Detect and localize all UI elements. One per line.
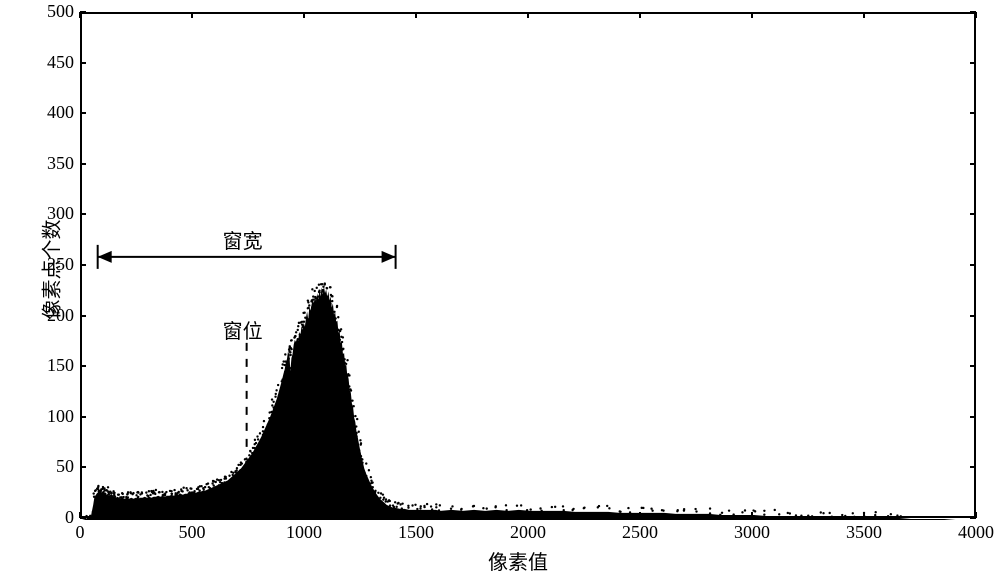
histogram-fill — [82, 286, 978, 520]
x-tick-label: 1500 — [386, 522, 446, 543]
y-tick-label: 150 — [34, 355, 74, 376]
y-tick-label: 250 — [34, 254, 74, 275]
window-level-label: 窗位 — [223, 315, 263, 344]
y-tick-label: 100 — [34, 406, 74, 427]
x-tick-label: 500 — [162, 522, 222, 543]
x-tick-label: 2500 — [610, 522, 670, 543]
x-axis-label: 像素值 — [488, 546, 548, 575]
x-tick-label: 4000 — [946, 522, 1000, 543]
x-tick-label: 0 — [50, 522, 110, 543]
plot-svg — [82, 14, 978, 520]
y-tick-label: 450 — [34, 52, 74, 73]
x-tick-label: 3000 — [722, 522, 782, 543]
x-tick-label: 2000 — [498, 522, 558, 543]
y-tick-label: 200 — [34, 305, 74, 326]
y-tick-label: 500 — [34, 1, 74, 22]
window-width-label: 窗宽 — [223, 225, 263, 254]
y-tick-label: 400 — [34, 102, 74, 123]
plot-area — [80, 12, 976, 518]
chart-container: 像素点个数 像素值 050100150200250300350400450500… — [0, 0, 1000, 583]
x-tick-label: 1000 — [274, 522, 334, 543]
y-tick-label: 350 — [34, 153, 74, 174]
y-tick-label: 300 — [34, 203, 74, 224]
y-tick-label: 50 — [34, 456, 74, 477]
x-tick-label: 3500 — [834, 522, 894, 543]
